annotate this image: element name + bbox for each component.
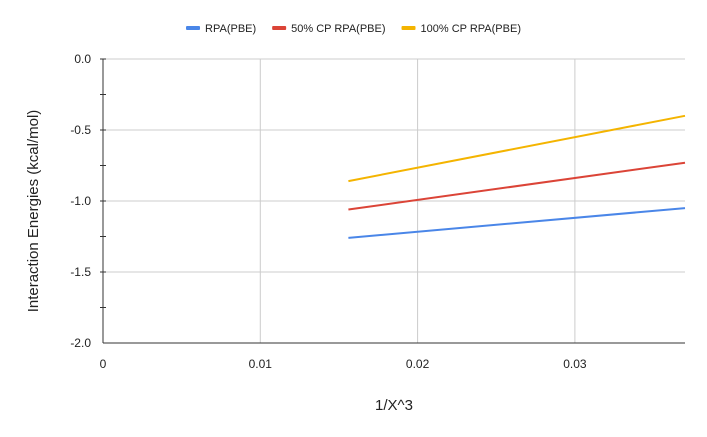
x-tick-label: 0.01 — [249, 357, 273, 371]
y-axis-title: Interaction Energies (kcal/mol) — [25, 110, 42, 313]
tick-labels: 0.0 -0.5 -1.0 -1.5 -2.0 0 0.01 0.02 0.03 — [70, 52, 587, 371]
y-tick-label: -2.0 — [70, 336, 91, 350]
y-tick-label: 0.0 — [74, 52, 91, 66]
y-tick-label: -0.5 — [70, 123, 91, 137]
series-line-2 — [348, 161, 686, 211]
series-lines — [348, 114, 686, 239]
x-tick-label: 0.03 — [563, 357, 587, 371]
x-axis-title: 1/X^3 — [375, 397, 413, 414]
series-line-1 — [348, 207, 686, 239]
series-line-3 — [348, 114, 686, 183]
legend-label: 50% CP RPA(PBE) — [291, 23, 385, 35]
legend-swatch — [401, 26, 416, 30]
y-tick-label: -1.0 — [70, 194, 91, 208]
legend-label: 100% CP RPA(PBE) — [421, 23, 521, 35]
axes — [100, 58, 685, 344]
legend-swatch — [186, 26, 201, 30]
y-tick-label: -1.5 — [70, 265, 91, 279]
legend: RPA(PBE) 50% CP RPA(PBE) 100% CP RPA(PBE) — [186, 23, 521, 35]
legend-item: 50% CP RPA(PBE) — [272, 23, 386, 35]
x-tick-label: 0 — [100, 357, 107, 371]
legend-item: RPA(PBE) — [186, 23, 256, 35]
legend-item: 100% CP RPA(PBE) — [401, 23, 521, 35]
legend-label: RPA(PBE) — [205, 23, 256, 35]
grid — [103, 58, 685, 343]
x-tick-label: 0.02 — [406, 357, 430, 371]
legend-swatch — [272, 26, 287, 30]
